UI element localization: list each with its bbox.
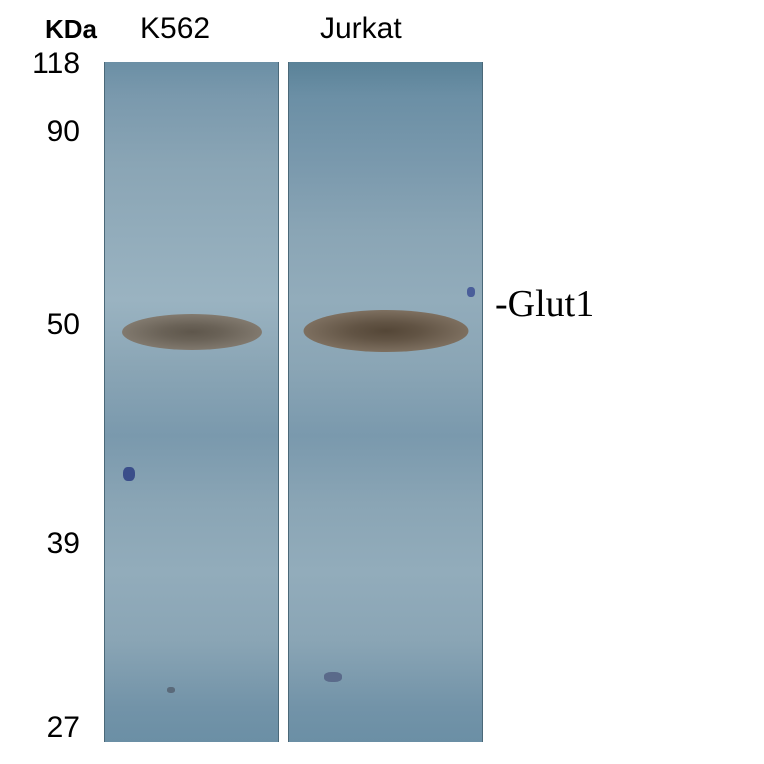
noise-spot bbox=[467, 287, 475, 297]
target-protein-label: -Glut1 bbox=[495, 282, 594, 326]
mw-marker-0: 118 bbox=[15, 47, 80, 81]
mw-marker-2: 50 bbox=[15, 308, 80, 342]
molecular-weight-ladder: KDa 118 90 50 39 27 bbox=[15, 0, 100, 750]
mw-marker-1: 90 bbox=[15, 115, 80, 149]
lane1-blot bbox=[104, 62, 279, 742]
mw-marker-4: 27 bbox=[15, 711, 80, 745]
lane2-blot bbox=[288, 62, 483, 742]
lane2-band-glut1 bbox=[303, 310, 468, 352]
mw-marker-3: 39 bbox=[15, 527, 80, 561]
lane1-band-glut1 bbox=[122, 314, 262, 350]
noise-spot bbox=[123, 467, 135, 481]
noise-spot bbox=[167, 687, 175, 693]
blot-container: KDa 118 90 50 39 27 K562 Jurkat -Glut1 bbox=[0, 0, 764, 764]
kda-unit-label: KDa bbox=[45, 14, 97, 45]
lane1-header: K562 bbox=[140, 12, 210, 46]
noise-spot bbox=[324, 672, 342, 682]
lane2-header: Jurkat bbox=[320, 12, 402, 46]
